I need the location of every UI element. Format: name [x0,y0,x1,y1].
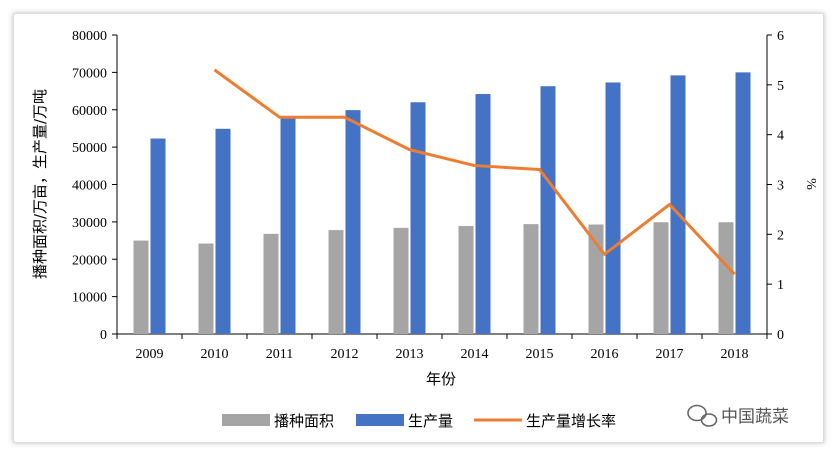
line-growth-rate [213,68,736,276]
y-right-tick-label: 1 [777,278,784,293]
x-tick-label: 2016 [591,347,619,362]
bar-area [458,225,474,334]
y-right-tick-label: 6 [777,29,784,44]
x-tick-label: 2018 [721,347,749,362]
x-tick-label: 2011 [266,347,293,362]
x-tick-label: 2009 [136,347,164,362]
bar-area [328,230,344,334]
y-left-tick-label: 70000 [72,66,107,81]
x-tick-label: 2017 [656,347,684,362]
bar-production [280,117,296,334]
x-tick-label: 2013 [396,347,424,362]
x-tick-label: 2014 [461,347,489,362]
bar-production [150,138,166,334]
legend-swatch-production [356,414,404,426]
x-tick-label: 2012 [331,347,359,362]
y-left-tick-label: 10000 [72,291,107,306]
y-right-tick-label: 2 [777,228,784,243]
y-left-tick-label: 40000 [72,179,107,194]
legend-swatch-area [222,414,270,426]
legend-label-area: 播种面积 [274,412,334,430]
y-right-tick-label: 4 [777,129,784,144]
bar-production [345,110,361,334]
y-left-tick-label: 80000 [72,29,107,44]
y-axis-right-label: % [803,178,818,190]
bar-area [653,222,669,334]
legend-label-growth: 生产量增长率 [526,412,616,430]
x-tick-label: 2010 [201,347,229,362]
bar-production [605,82,621,334]
bar-production [540,86,556,334]
y-right-tick-label: 3 [777,179,784,194]
bar-area [133,240,149,334]
bar-production [735,72,751,334]
watermark: 中国蔬菜 [687,404,789,427]
x-tick-label: 2015 [526,347,554,362]
legend-label-production: 生产量 [408,412,453,430]
legend: 播种面积 生产量 生产量增长率 [222,412,616,430]
y-right-tick-label: 0 [777,328,784,343]
y-axis-left-label: 播种面积/万亩，生产量/万吨 [31,89,49,279]
watermark-text: 中国蔬菜 [721,407,789,427]
bar-area [523,224,539,334]
y-right-tick-label: 5 [777,79,784,94]
bar-production [670,75,686,335]
bar-area [588,224,604,334]
y-left-tick-label: 20000 [72,253,107,268]
bar-area [393,227,409,334]
bar-area [198,243,214,334]
bar-area [718,222,734,334]
bar-production [410,102,426,335]
wechat-icon [687,404,718,427]
y-left-tick-label: 30000 [72,216,107,231]
bar-area [263,233,279,334]
x-axis-label: 年份 [426,370,456,388]
bar-production [475,94,491,335]
y-left-tick-label: 60000 [72,104,107,119]
bar-production [215,128,231,334]
y-left-tick-label: 0 [100,328,107,343]
y-left-tick-label: 50000 [72,141,107,156]
